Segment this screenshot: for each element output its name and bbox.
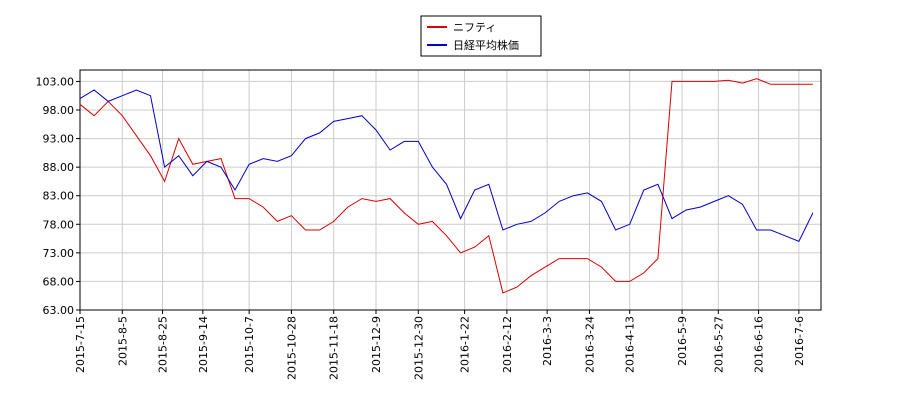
x-tick-label: 2015-12-30 — [412, 316, 425, 380]
x-tick-label: 2016-3-24 — [583, 316, 596, 373]
x-tick-label: 2015-8-25 — [157, 316, 170, 373]
x-tick-label: 2016-3-3 — [541, 316, 554, 366]
x-tick-label: 2015-10-28 — [285, 316, 298, 380]
x-tick-label: 2016-6-16 — [753, 316, 766, 373]
x-tick-label: 2015-8-5 — [116, 316, 129, 366]
legend-label: ニフティ — [453, 21, 496, 34]
legend-box — [420, 15, 542, 57]
y-tick-label: 103.00 — [36, 75, 75, 88]
plot-frame — [79, 69, 822, 311]
x-tick-label: 2015-12-9 — [370, 316, 383, 373]
x-tick-label: 2016-1-22 — [459, 316, 472, 373]
x-tick-label: 2016-5-9 — [676, 316, 689, 366]
x-tick-label: 2015-11-18 — [328, 316, 341, 380]
y-tick-label: 83.00 — [43, 190, 75, 203]
y-tick-label: 73.00 — [43, 247, 75, 260]
y-tick-label: 68.00 — [43, 275, 75, 288]
x-tick-label: 2015-7-15 — [74, 316, 87, 373]
x-tick-label: 2016-4-13 — [624, 316, 637, 373]
series-line — [79, 89, 814, 243]
x-tick-label: 2015-10-7 — [243, 316, 256, 373]
series-line — [79, 78, 813, 294]
y-tick-label: 78.00 — [43, 218, 75, 231]
x-tick-label: 2015-9-14 — [197, 316, 210, 373]
x-tick-label: 2016-5-27 — [712, 316, 725, 373]
y-tick-label: 98.00 — [43, 104, 75, 117]
x-tick-label: 2016-2-12 — [501, 316, 514, 373]
x-tick-label: 2016-7-6 — [793, 316, 806, 366]
legend-label: 日経平均株価 — [453, 38, 519, 52]
y-tick-label: 93.00 — [43, 133, 75, 146]
y-tick-label: 63.00 — [43, 304, 75, 317]
plot-area — [80, 70, 821, 310]
y-tick-label: 88.00 — [43, 161, 75, 174]
